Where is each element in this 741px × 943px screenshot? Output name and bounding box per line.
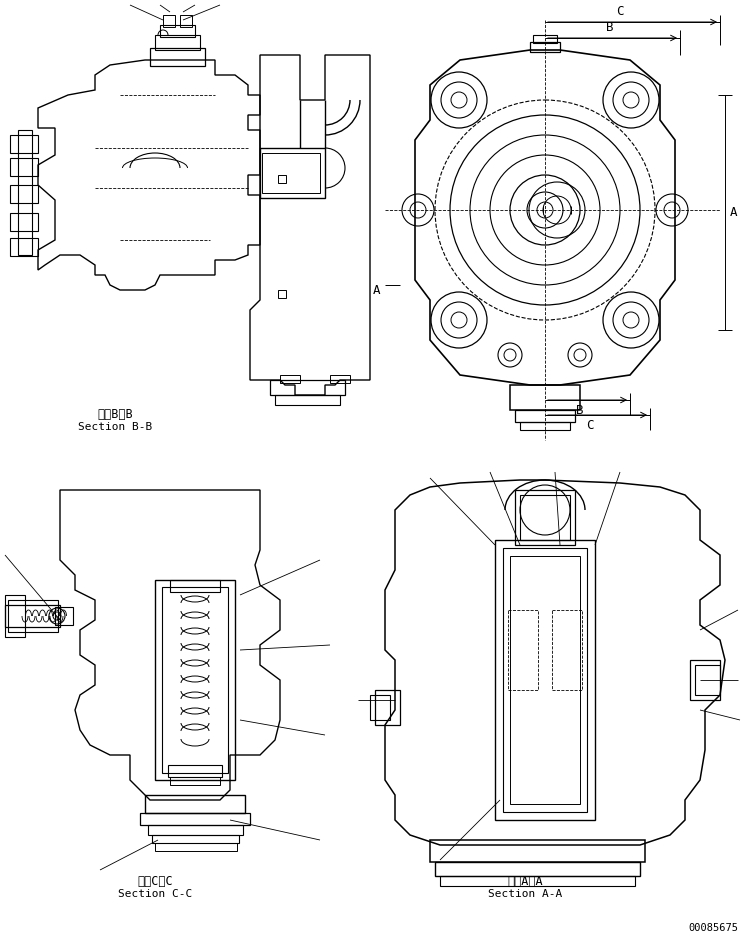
Bar <box>510 556 580 804</box>
Text: B: B <box>606 21 614 34</box>
Bar <box>55 607 73 625</box>
Bar <box>140 813 250 825</box>
Bar <box>8 600 58 632</box>
Bar <box>10 135 38 153</box>
Bar <box>440 876 635 886</box>
Bar <box>18 130 32 255</box>
Text: 断面A－A: 断面A－A <box>507 875 543 888</box>
Bar <box>695 665 720 695</box>
Bar <box>278 290 286 298</box>
Bar <box>330 375 350 383</box>
Bar <box>495 540 595 820</box>
Bar <box>5 605 60 627</box>
Bar <box>170 580 220 592</box>
Text: Section B-B: Section B-B <box>78 422 152 432</box>
Text: Section A-A: Section A-A <box>488 889 562 899</box>
Bar <box>270 380 345 395</box>
Bar <box>435 862 640 876</box>
Bar <box>280 375 300 383</box>
Bar <box>515 490 575 545</box>
Bar <box>155 35 200 50</box>
Bar <box>5 595 25 637</box>
Bar <box>533 35 557 43</box>
Bar <box>10 158 38 176</box>
Text: C: C <box>586 419 594 432</box>
Bar <box>168 765 222 777</box>
Bar <box>10 185 38 203</box>
Bar <box>160 25 195 37</box>
Bar <box>145 795 245 813</box>
Text: C: C <box>617 5 624 18</box>
Bar <box>278 175 286 183</box>
Bar <box>148 825 243 835</box>
Bar <box>10 238 38 256</box>
Bar <box>530 42 560 52</box>
Bar <box>515 410 575 422</box>
Bar <box>260 148 325 198</box>
Bar <box>170 777 220 785</box>
Bar <box>690 660 720 700</box>
Bar <box>163 15 175 27</box>
Bar <box>10 213 38 231</box>
Bar <box>430 840 645 862</box>
Bar <box>152 835 239 843</box>
Bar <box>162 587 228 773</box>
Text: Section C-C: Section C-C <box>118 889 192 899</box>
Bar <box>155 843 237 851</box>
Bar <box>275 395 340 405</box>
Text: A: A <box>373 284 380 296</box>
Bar <box>520 495 570 540</box>
Text: 断面B－B: 断面B－B <box>97 408 133 421</box>
Bar <box>552 610 582 690</box>
Bar <box>180 15 192 27</box>
Text: 断面C－C: 断面C－C <box>137 875 173 888</box>
Bar <box>375 690 400 725</box>
Text: 00085675: 00085675 <box>688 923 738 933</box>
Bar <box>510 385 580 410</box>
Bar <box>508 610 538 690</box>
Bar <box>520 422 570 430</box>
Bar <box>370 695 390 720</box>
Text: B: B <box>576 404 584 417</box>
Bar <box>503 548 587 812</box>
Bar <box>155 580 235 780</box>
Bar <box>262 153 320 193</box>
Bar <box>150 48 205 66</box>
Text: A: A <box>730 206 737 219</box>
